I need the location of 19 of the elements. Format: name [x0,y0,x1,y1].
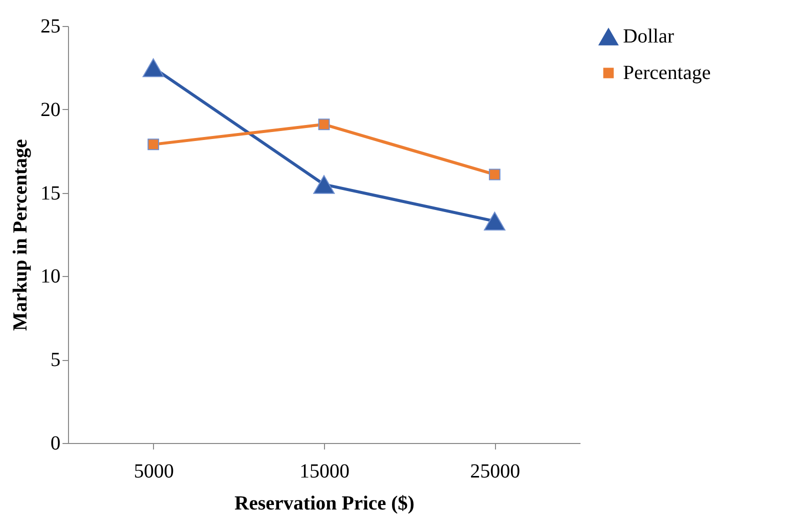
point [488,168,500,180]
point [313,175,335,194]
y-tick-label: 10 [40,266,60,288]
x-axis-title: Reservation Price ($) [234,492,414,514]
point [148,138,160,150]
y-tick-label: 25 [40,16,60,38]
y-tick-label: 5 [50,349,60,372]
legend-label: Percentage [623,62,711,84]
x-tick-label: 25000 [470,460,520,482]
point [318,118,330,130]
point [142,58,164,78]
y-axis-title: Markup in Percentage [10,138,32,331]
x-tick-label: 5000 [134,460,174,482]
x-tick-label: 15000 [300,460,350,482]
y-tick-label: 15 [40,182,60,204]
y-tick-label: 0 [50,432,60,454]
y-tick-label: 20 [40,98,60,121]
legend-label: Dollar [623,26,674,48]
point [484,212,506,231]
